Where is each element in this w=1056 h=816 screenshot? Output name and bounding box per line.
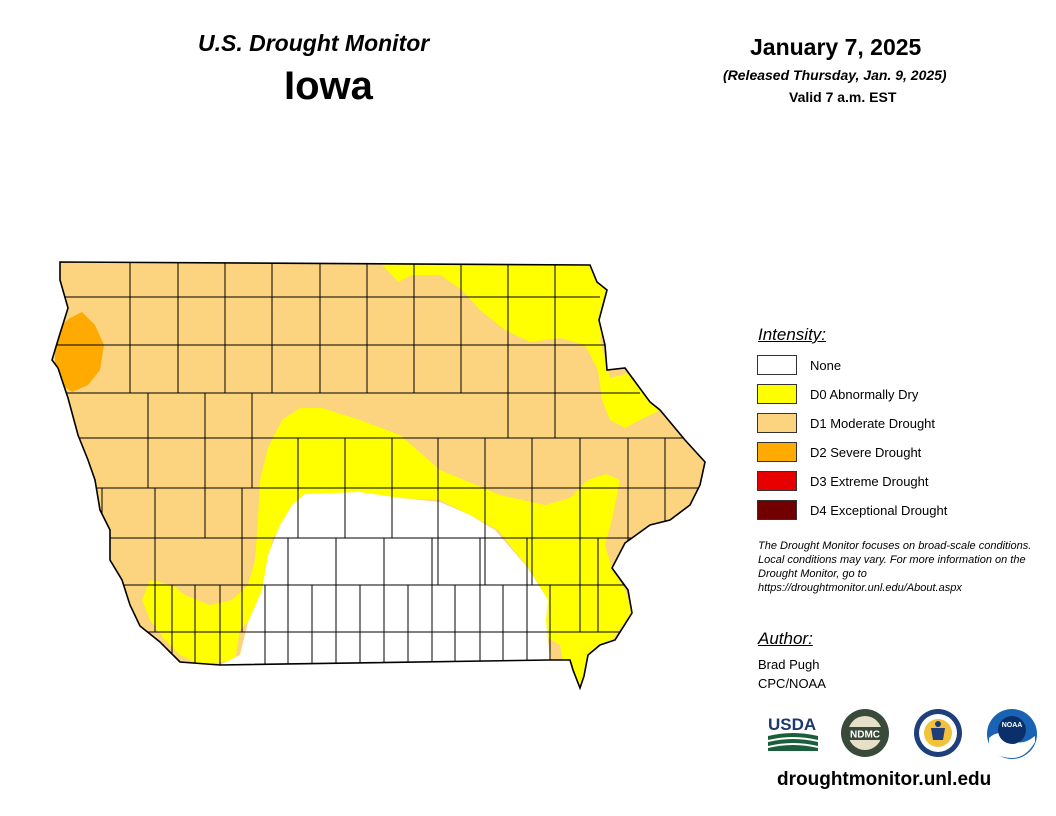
noaa-logo: NOAA: [987, 709, 1037, 759]
valid-time: Valid 7 a.m. EST: [789, 89, 897, 105]
legend-item-none: None: [757, 354, 841, 376]
iowa-drought-map: [51, 261, 706, 691]
legend-label-none: None: [810, 357, 842, 373]
doc-seal-logo: [914, 709, 962, 757]
map-date: January 7, 2025: [750, 34, 922, 60]
legend-label-d0: D0 Abnormally Dry: [810, 386, 919, 402]
ndmc-logo-text: NDMC: [850, 730, 880, 741]
legend-swatch-d4: [757, 500, 797, 520]
release-date: (Released Thursday, Jan. 9, 2025): [723, 67, 947, 83]
legend-item-d1: D1 Moderate Drought: [757, 412, 935, 434]
legend-swatch-d0: [757, 384, 797, 404]
drought-monitor-note: The Drought Monitor focuses on broad-sca…: [758, 540, 1032, 594]
legend-item-d2: D2 Severe Drought: [757, 441, 921, 463]
usda-logo: USDA: [768, 715, 818, 751]
legend-swatch-d3: [757, 471, 797, 491]
legend-item-d4: D4 Exceptional Drought: [757, 499, 947, 521]
legend-label-d2: D2 Severe Drought: [810, 444, 922, 460]
legend-label-d1: D1 Moderate Drought: [810, 415, 936, 431]
legend-swatch-d2: [757, 442, 797, 462]
legend-item-d0: D0 Abnormally Dry: [757, 383, 918, 405]
author-heading: Author:: [758, 629, 813, 648]
legend-label-d3: D3 Extreme Drought: [810, 473, 929, 489]
usda-logo-text: USDA: [768, 715, 816, 734]
legend-swatch-none: [757, 355, 797, 375]
county-boundaries: [52, 262, 705, 665]
d0-area-northeast: [380, 262, 660, 428]
d2-area-northwest: [55, 312, 104, 392]
author-name: Brad Pugh: [758, 657, 820, 672]
legend-heading: Intensity:: [758, 325, 827, 344]
legend-swatch-d1: [757, 413, 797, 433]
ndmc-logo: NDMC: [841, 709, 889, 757]
noaa-logo-text: NOAA: [1002, 722, 1023, 729]
d0-area-central: [142, 408, 632, 688]
legend-label-d4: D4 Exceptional Drought: [810, 502, 948, 518]
iowa-state-outline: [51, 261, 706, 691]
monitor-title: U.S. Drought Monitor: [198, 30, 430, 56]
state-title: Iowa: [284, 64, 373, 108]
author-org: CPC/NOAA: [758, 676, 826, 691]
footer-url: droughtmonitor.unl.edu: [777, 769, 992, 790]
legend-item-d3: D3 Extreme Drought: [757, 470, 929, 492]
